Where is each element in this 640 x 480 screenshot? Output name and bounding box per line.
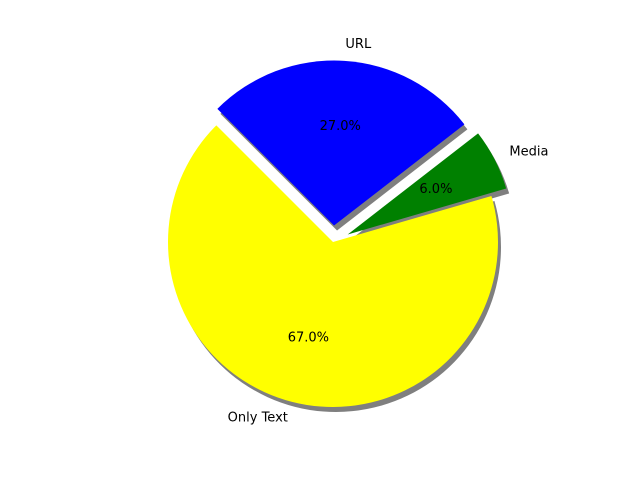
pie-slice-url [217,60,465,226]
pie-slice-media [347,133,507,235]
pct-label-only-text: 67.0% [288,330,329,345]
pie-slice-only-text [168,125,499,408]
slice-label-url: URL [345,37,372,52]
pct-label-media: 6.0% [419,182,452,197]
pct-label-url: 27.0% [320,119,361,134]
label-layer: 67.0% Only Text 6.0% Media 27.0% URL [228,37,549,425]
slice-layer [168,60,507,408]
slice-label-only-text: Only Text [228,410,288,425]
slice-label-media: Media [509,145,548,160]
